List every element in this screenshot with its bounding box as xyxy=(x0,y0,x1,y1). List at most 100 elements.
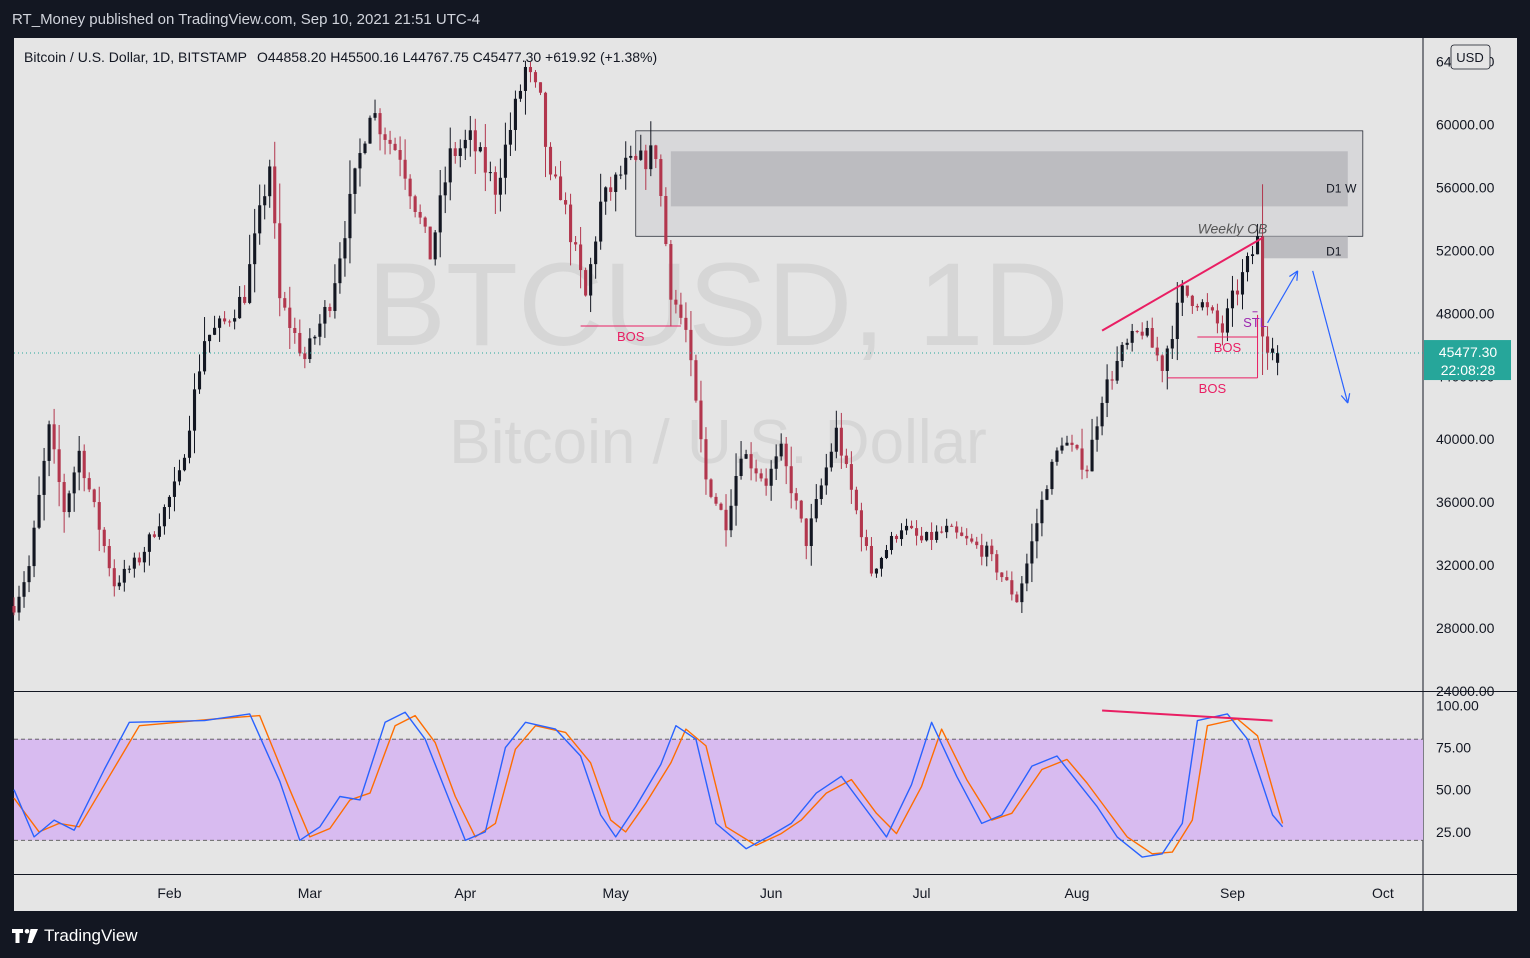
candle-body xyxy=(1025,563,1029,584)
d1-zone-upper xyxy=(670,151,1348,207)
d1-zone-lower xyxy=(1262,236,1348,259)
candle-body xyxy=(1180,285,1184,303)
candle-body xyxy=(609,187,613,192)
candle-body xyxy=(1160,355,1164,371)
candle-body xyxy=(187,430,192,458)
candle-body xyxy=(543,92,548,147)
candle-body xyxy=(132,557,136,569)
candle-body xyxy=(874,568,879,574)
candle-body xyxy=(1220,323,1224,333)
candle-body xyxy=(614,174,618,192)
candle-body xyxy=(353,168,357,194)
projection-down-arrow-head xyxy=(1340,395,1349,404)
divergence-line xyxy=(1102,709,1273,722)
candle-body xyxy=(192,389,197,431)
candle-body xyxy=(388,139,392,144)
y-tick-label: 36000.00 xyxy=(1436,494,1495,510)
candle-body xyxy=(12,606,16,613)
publisher-bar: RT_Money published on TradingView.com, S… xyxy=(0,0,1530,38)
watermark-name: Bitcoin / U.S. Dollar xyxy=(449,408,987,477)
candle-body xyxy=(1145,328,1149,336)
candle-body xyxy=(945,525,949,533)
candle-body xyxy=(92,489,96,503)
candle-body xyxy=(619,174,623,176)
candle-body xyxy=(137,557,141,563)
countdown-label: 22:08:28 xyxy=(1441,362,1496,378)
stoch-tick-label: 75.00 xyxy=(1436,740,1471,756)
y-tick-label: 56000.00 xyxy=(1436,179,1495,195)
candle-body xyxy=(764,478,768,486)
candle-body xyxy=(157,526,161,537)
candle-body xyxy=(218,318,222,328)
candle-body xyxy=(1105,379,1109,403)
candle-body xyxy=(669,244,673,300)
candle-body xyxy=(569,204,573,243)
candle-body xyxy=(498,177,502,195)
structure-label: BOS xyxy=(617,329,645,344)
candle-body xyxy=(789,466,793,494)
candle-body xyxy=(1276,353,1280,363)
candle-body xyxy=(844,455,848,465)
candle-body xyxy=(1115,360,1119,381)
candle-body xyxy=(478,147,482,152)
candle-body xyxy=(644,150,648,170)
candle-body xyxy=(1060,445,1064,451)
candle-body xyxy=(915,528,919,536)
tradingview-logo[interactable]: TradingView xyxy=(12,926,138,946)
candle-body xyxy=(413,196,417,212)
candle-body xyxy=(1035,523,1039,542)
y-tick-label: 24000.00 xyxy=(1436,683,1495,699)
candle-body xyxy=(283,298,287,308)
candle-body xyxy=(358,153,362,169)
candle-body xyxy=(879,557,884,569)
y-tick-label: 32000.00 xyxy=(1436,557,1495,573)
candle-body xyxy=(303,353,307,360)
candle-body xyxy=(162,507,166,527)
stoch-tick-label: 50.00 xyxy=(1436,782,1471,798)
structure-label: BOS xyxy=(1199,381,1227,396)
time-axis xyxy=(14,875,1423,911)
candle-body xyxy=(804,518,808,547)
candle-body xyxy=(398,150,402,160)
candle-body xyxy=(1045,489,1049,500)
candle-body xyxy=(1130,331,1134,343)
candle-body xyxy=(574,242,578,245)
zones-layer xyxy=(635,130,1364,259)
currency-button[interactable] xyxy=(1450,44,1491,70)
projection-down-arrow-head xyxy=(1347,393,1351,404)
candle-body xyxy=(172,481,177,497)
candle-body xyxy=(293,327,297,333)
candle-body xyxy=(749,454,753,469)
candle-body xyxy=(558,176,563,201)
projection-up-arrow-head xyxy=(1289,270,1298,277)
candle-body xyxy=(684,317,688,330)
candle-body xyxy=(463,139,467,149)
candle-body xyxy=(1245,256,1250,273)
candle-body xyxy=(699,400,703,440)
candle-body xyxy=(930,531,934,540)
candle-body xyxy=(1240,272,1245,295)
candle-body xyxy=(704,439,708,480)
candle-body xyxy=(1260,236,1265,337)
candle-body xyxy=(659,159,663,196)
candle-body xyxy=(343,238,347,259)
candle-body xyxy=(182,457,187,471)
candle-body xyxy=(42,460,46,495)
candle-body xyxy=(869,545,873,574)
candle-body xyxy=(960,532,964,536)
candle-body xyxy=(273,166,277,224)
candle-body xyxy=(889,535,894,551)
candle-body xyxy=(1200,302,1204,308)
candle-body xyxy=(729,505,733,531)
candle-body xyxy=(950,525,954,527)
candle-body xyxy=(538,82,543,93)
candle-body xyxy=(223,318,227,322)
candle-body xyxy=(1095,426,1099,440)
x-tick-label: Jul xyxy=(913,885,931,901)
candle-body xyxy=(378,113,382,135)
candle-body xyxy=(1055,450,1059,462)
candle-body xyxy=(579,244,583,271)
x-tick-label: May xyxy=(602,885,628,901)
